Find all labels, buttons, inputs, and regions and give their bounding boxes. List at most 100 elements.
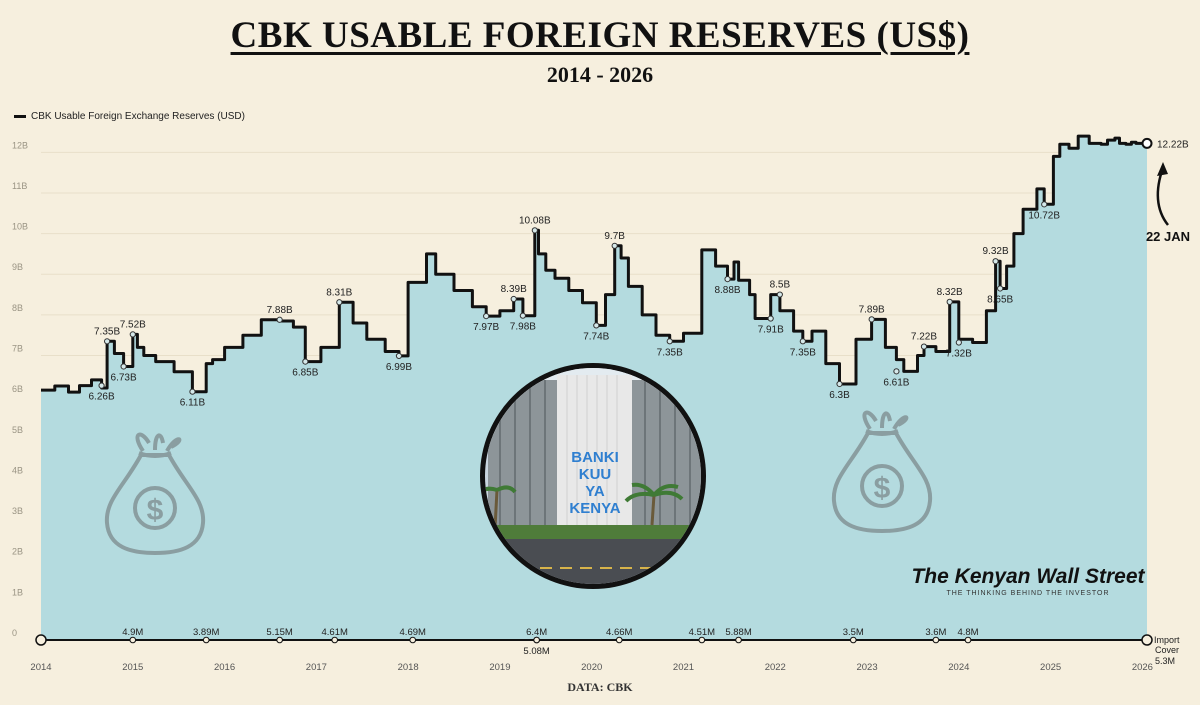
money-bag-icon: $ xyxy=(831,410,933,534)
data-point xyxy=(920,343,928,350)
data-label: 7.74B xyxy=(583,331,609,342)
data-point xyxy=(519,312,526,319)
building-sign-line: YA xyxy=(585,483,605,500)
legend-swatch xyxy=(14,115,26,118)
data-label: 6.26B xyxy=(89,392,115,403)
import-cover-point xyxy=(849,636,857,644)
building-sign-line: BANKI xyxy=(571,449,619,466)
data-point xyxy=(955,339,962,346)
end-label: 12.22B xyxy=(1157,139,1189,150)
import-cover-point xyxy=(964,636,972,644)
brand-tagline: THE THINKING BEHIND THE INVESTOR xyxy=(946,590,1109,597)
data-label: 7.35B xyxy=(657,347,683,358)
x-tick-label: 2018 xyxy=(398,662,419,673)
import-cover-point xyxy=(698,636,706,644)
import-cover-label: 4.51M xyxy=(689,627,715,638)
brand-name: The Kenyan Wall Street xyxy=(911,565,1145,588)
import-cover-point xyxy=(615,636,623,644)
data-label: 6.85B xyxy=(292,368,318,379)
data-label: 6.11B xyxy=(180,398,206,409)
import-cover-point xyxy=(533,636,540,644)
chart-title: CBK USABLE FOREIGN RESERVES (US$) xyxy=(230,15,970,56)
bag-body xyxy=(104,453,206,556)
legend-label: CBK Usable Foreign Exchange Reserves (US… xyxy=(31,111,245,122)
import-cover-title: Cover xyxy=(1155,645,1179,655)
y-tick-label: 11B xyxy=(12,181,27,191)
import-cover-point xyxy=(409,636,417,644)
import-cover-title: Import xyxy=(1154,635,1180,645)
x-tick-label: 2025 xyxy=(1040,662,1061,673)
import-cover-point xyxy=(276,636,283,644)
x-tick-label: 2024 xyxy=(948,662,969,673)
import-cover-label: 5.88M xyxy=(725,627,751,638)
y-tick-label: 7B xyxy=(12,344,23,354)
import-cover-label: 5.08M xyxy=(523,646,549,657)
data-point xyxy=(129,331,136,338)
data-labels: 6.26B 7.35B 6.73B 7.52B 6.11B 7.88B 6.85B 8.31B… xyxy=(89,201,1060,409)
import-cover-label: 6.4M xyxy=(526,627,547,638)
data-source: DATA: CBK xyxy=(567,680,633,694)
data-label: 7.22B xyxy=(911,332,937,343)
import-cover-latest: 5.3M xyxy=(1155,656,1175,666)
import-cover-point xyxy=(129,636,137,644)
data-point xyxy=(336,299,343,306)
data-point xyxy=(666,338,673,345)
data-label: 8.32B xyxy=(937,287,963,298)
bag-tie xyxy=(865,429,899,436)
y-tick-label: 6B xyxy=(12,384,23,394)
data-label: 7.35B xyxy=(790,347,816,358)
y-tick-label: 9B xyxy=(12,262,23,272)
data-label: 7.35B xyxy=(94,326,120,337)
end-point xyxy=(1141,137,1153,149)
data-label: 10.72B xyxy=(1028,210,1060,221)
data-label: 7.52B xyxy=(120,319,146,330)
data-label: 7.88B xyxy=(267,305,293,316)
x-tick-label: 2022 xyxy=(765,662,786,673)
import-cover-point xyxy=(331,636,339,644)
import-cover-label: 4.69M xyxy=(400,627,426,638)
latest-value-marker: 12.22B xyxy=(1141,137,1189,150)
data-point xyxy=(120,363,127,370)
x-tick-label: 2019 xyxy=(489,662,510,673)
chart-subtitle: 2014 - 2026 xyxy=(546,62,654,87)
data-point xyxy=(395,352,403,360)
bag-top xyxy=(135,432,182,453)
y-tick-label: 10B xyxy=(12,222,28,232)
data-label: 10.08B xyxy=(519,215,551,226)
bag-tie xyxy=(138,451,172,458)
import-cover-point xyxy=(1141,634,1153,646)
data-point xyxy=(1041,201,1048,208)
import-cover-point xyxy=(35,634,47,646)
x-tick-label: 2014 xyxy=(30,662,51,673)
bag-body xyxy=(831,431,933,534)
data-label: 6.3B xyxy=(829,390,850,401)
building-sign-line: KUU xyxy=(579,466,612,483)
annotation-date: 22 JAN xyxy=(1146,229,1190,244)
data-point xyxy=(893,368,900,375)
data-point xyxy=(776,291,783,298)
data-point xyxy=(799,338,806,345)
import-cover-point xyxy=(932,636,940,644)
data-label: 7.98B xyxy=(510,322,536,333)
central-bank-building-photo: BANKI KUU YA KENYA xyxy=(480,363,706,589)
x-tick-label: 2026 xyxy=(1132,662,1153,673)
import-cover-label: 4.8M xyxy=(957,627,978,638)
data-point xyxy=(997,285,1004,292)
data-label: 7.32B xyxy=(946,349,972,360)
data-point xyxy=(724,276,731,283)
data-label: 8.65B xyxy=(987,294,1013,305)
data-label: 7.97B xyxy=(473,322,499,333)
data-point xyxy=(992,258,999,265)
bag-top xyxy=(862,410,909,431)
data-label: 6.73B xyxy=(111,372,137,383)
building-sign-line: KENYA xyxy=(569,500,620,517)
data-point xyxy=(510,295,517,303)
data-point xyxy=(302,358,309,365)
data-label: 9.32B xyxy=(982,246,1008,257)
import-cover-label: 4.9M xyxy=(122,627,143,638)
x-tick-label: 2023 xyxy=(856,662,877,673)
data-label: 7.91B xyxy=(758,325,784,336)
data-point xyxy=(276,316,283,323)
y-axis-ticks: 0 1B 2B 3B 4B 5B 6B 7B 8B 9B 10B 11B 12B xyxy=(12,140,28,638)
